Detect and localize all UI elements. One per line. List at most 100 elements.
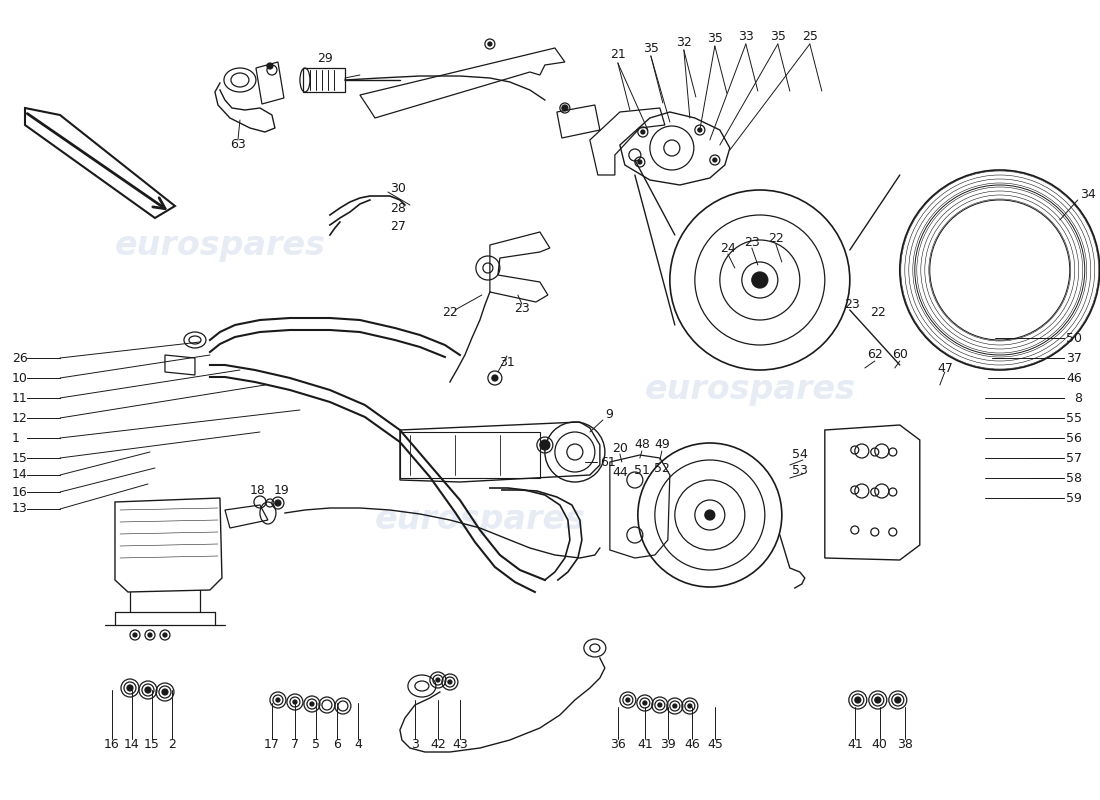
- Text: 48: 48: [634, 438, 650, 451]
- Circle shape: [713, 158, 717, 162]
- Text: 14: 14: [124, 738, 140, 751]
- Circle shape: [448, 680, 452, 684]
- Text: 25: 25: [802, 30, 817, 42]
- Text: 23: 23: [514, 302, 530, 314]
- Text: 55: 55: [1066, 411, 1081, 425]
- Circle shape: [855, 697, 861, 703]
- Text: 39: 39: [660, 738, 675, 751]
- Text: 63: 63: [230, 138, 245, 151]
- Text: 19: 19: [274, 483, 289, 497]
- Text: 7: 7: [290, 738, 299, 751]
- Text: 29: 29: [317, 51, 333, 65]
- Text: 22: 22: [768, 231, 783, 245]
- Text: 12: 12: [12, 411, 28, 425]
- Text: 13: 13: [12, 502, 28, 515]
- Circle shape: [874, 697, 881, 703]
- Text: 51: 51: [634, 463, 650, 477]
- Text: 53: 53: [792, 463, 807, 477]
- Text: 26: 26: [12, 351, 28, 365]
- Bar: [400, 432, 540, 478]
- Text: 56: 56: [1066, 431, 1081, 445]
- Circle shape: [293, 700, 297, 704]
- Text: 31: 31: [499, 355, 515, 369]
- Text: 23: 23: [844, 298, 860, 311]
- Circle shape: [133, 633, 138, 637]
- Circle shape: [697, 128, 702, 132]
- Text: 3: 3: [411, 738, 419, 751]
- Circle shape: [162, 689, 168, 695]
- Text: eurospares: eurospares: [645, 374, 856, 406]
- Text: 40: 40: [872, 738, 888, 751]
- Text: 41: 41: [847, 738, 862, 751]
- Text: 17: 17: [264, 738, 279, 751]
- Text: 1: 1: [12, 431, 20, 445]
- Circle shape: [126, 685, 133, 691]
- Text: 8: 8: [1074, 391, 1081, 405]
- Circle shape: [275, 500, 280, 506]
- Text: 14: 14: [12, 469, 28, 482]
- Text: 46: 46: [684, 738, 700, 751]
- Text: 46: 46: [1066, 371, 1081, 385]
- Circle shape: [436, 678, 440, 682]
- Circle shape: [267, 63, 273, 69]
- Text: 59: 59: [1066, 491, 1081, 505]
- Circle shape: [688, 704, 692, 708]
- Circle shape: [562, 105, 568, 111]
- Text: 43: 43: [452, 738, 468, 751]
- Text: 20: 20: [612, 442, 628, 454]
- Text: 5: 5: [312, 738, 320, 751]
- Text: eurospares: eurospares: [114, 229, 326, 262]
- Text: 35: 35: [770, 30, 785, 42]
- Circle shape: [148, 633, 152, 637]
- Circle shape: [894, 697, 901, 703]
- Circle shape: [163, 633, 167, 637]
- Circle shape: [638, 160, 642, 164]
- Circle shape: [488, 42, 492, 46]
- Text: 42: 42: [430, 738, 446, 751]
- Text: 18: 18: [250, 483, 266, 497]
- Text: 57: 57: [1066, 451, 1081, 465]
- Text: 61: 61: [600, 455, 616, 469]
- Text: 41: 41: [637, 738, 652, 751]
- Text: 22: 22: [870, 306, 886, 318]
- Text: 33: 33: [738, 30, 754, 42]
- Circle shape: [626, 698, 630, 702]
- Text: 11: 11: [12, 391, 28, 405]
- Text: 60: 60: [892, 349, 907, 362]
- Circle shape: [540, 440, 550, 450]
- Text: 24: 24: [720, 242, 736, 254]
- Text: eurospares: eurospares: [374, 503, 585, 537]
- Circle shape: [705, 510, 715, 520]
- Text: 21: 21: [610, 49, 626, 62]
- Circle shape: [276, 698, 279, 702]
- Text: 35: 35: [707, 31, 723, 45]
- Text: 10: 10: [12, 371, 28, 385]
- Text: 16: 16: [104, 738, 120, 751]
- Text: 47: 47: [938, 362, 954, 374]
- Text: 23: 23: [744, 235, 760, 249]
- Text: 44: 44: [612, 466, 628, 479]
- Text: 16: 16: [12, 486, 28, 498]
- Circle shape: [751, 272, 768, 288]
- Text: 4: 4: [354, 738, 362, 751]
- Text: 58: 58: [1066, 471, 1081, 485]
- Text: 15: 15: [12, 451, 28, 465]
- Circle shape: [641, 130, 645, 134]
- Text: 9: 9: [605, 409, 613, 422]
- Text: 28: 28: [389, 202, 406, 214]
- Circle shape: [145, 687, 151, 693]
- Text: 37: 37: [1066, 351, 1081, 365]
- Text: 54: 54: [792, 449, 807, 462]
- Text: 49: 49: [654, 438, 670, 451]
- Text: 27: 27: [389, 219, 406, 233]
- Text: 2: 2: [168, 738, 176, 751]
- Text: 32: 32: [676, 35, 692, 49]
- Circle shape: [310, 702, 314, 706]
- Text: 36: 36: [610, 738, 626, 751]
- Text: 6: 6: [333, 738, 341, 751]
- Text: 50: 50: [1066, 331, 1081, 345]
- Circle shape: [642, 701, 647, 705]
- Text: 34: 34: [1080, 189, 1096, 202]
- Text: 22: 22: [442, 306, 458, 318]
- Text: 15: 15: [144, 738, 159, 751]
